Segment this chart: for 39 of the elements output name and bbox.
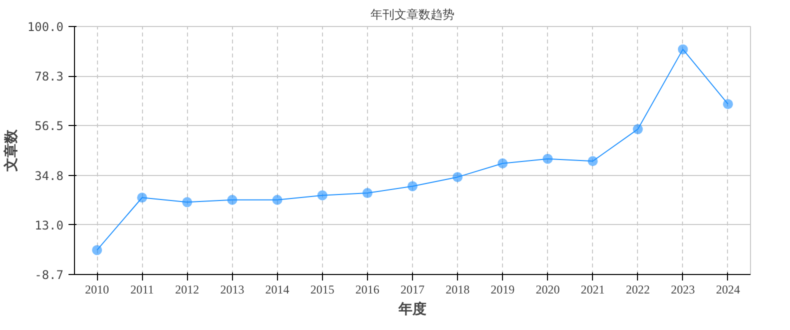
x-tick-label: 2019 [490, 282, 515, 296]
point [182, 197, 192, 208]
x-tick-label: 2016 [355, 282, 380, 296]
point [362, 188, 372, 198]
x-tick-label: 2012 [175, 282, 200, 296]
x-tick-label: 2014 [265, 282, 290, 296]
point [722, 99, 733, 110]
x-tick-label: 2015 [310, 282, 334, 296]
y-tick-label: -8.7 [34, 268, 64, 282]
y-tick-label: 100.0 [27, 20, 64, 34]
point [678, 44, 688, 54]
y-axis-title: 文章数 [2, 128, 20, 172]
y-tick-label: 13.0 [34, 218, 64, 232]
x-tick-label: 2020 [536, 282, 560, 296]
x-tick-label: 2018 [446, 282, 470, 296]
x-tick-label: 2024 [716, 282, 740, 296]
point [227, 194, 238, 205]
y-tick-label: 56.5 [34, 119, 64, 134]
x-tick-label: 2011 [130, 282, 154, 296]
point [632, 124, 643, 134]
x-tick-label: 2017 [400, 282, 424, 296]
point [317, 190, 328, 200]
x-tick-label: 2013 [220, 282, 244, 296]
point [452, 172, 463, 182]
y-tick-label: 78.3 [34, 70, 64, 84]
point [498, 158, 508, 168]
point [92, 245, 102, 256]
x-axis-title: 年度 [398, 300, 426, 318]
point [137, 192, 148, 203]
point [408, 181, 418, 192]
x-tick-label: 2023 [670, 282, 695, 296]
y-tick-label: 34.8 [34, 168, 64, 183]
point [272, 194, 282, 205]
point [542, 154, 553, 164]
x-tick-label: 2021 [580, 282, 605, 296]
point [588, 156, 598, 166]
chart-title: 年刊文章数趋势 [370, 8, 454, 22]
x-tick-label: 2010 [85, 282, 110, 296]
x-tick-label: 2022 [626, 282, 650, 296]
